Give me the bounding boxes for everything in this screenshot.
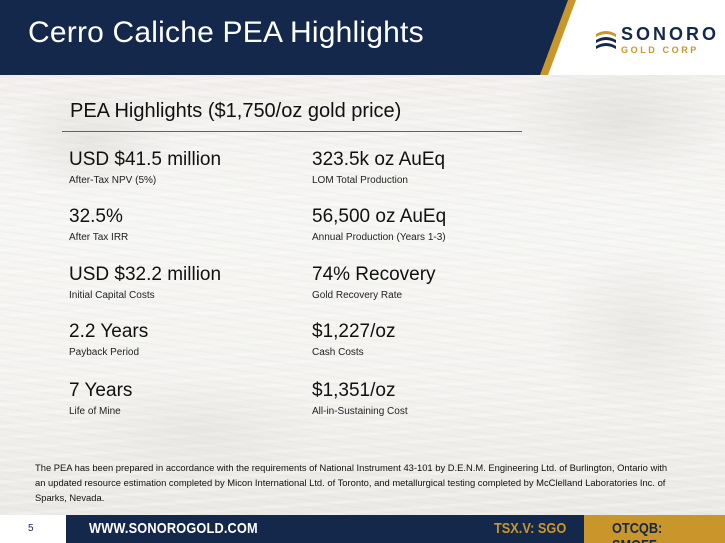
metric-value: 2.2 Years [69, 321, 149, 342]
logo-panel [540, 0, 725, 75]
page-number-box [0, 515, 66, 543]
tsx-ticker: TSX.V: SGO [494, 520, 567, 537]
metric-value: 32.5% [69, 206, 123, 227]
website-link[interactable]: WWW.SONOROGOLD.COM [89, 520, 258, 537]
metric-label: LOM Total Production [312, 175, 408, 186]
metric-label: After-Tax NPV (5%) [69, 175, 157, 186]
metric-label: Life of Mine [69, 406, 121, 417]
metric-life-of-mine: 7 Years Life of Mine [69, 380, 309, 417]
section-title: PEA Highlights ($1,750/oz gold price) [70, 100, 402, 122]
metric-payback: 2.2 Years Payback Period [69, 321, 309, 358]
otc-ticker-panel [584, 515, 725, 543]
metric-irr: 32.5% After Tax IRR [69, 206, 309, 243]
metric-label: Payback Period [69, 347, 140, 358]
metric-label: Gold Recovery Rate [312, 290, 403, 301]
metric-value: 74% Recovery [312, 264, 436, 285]
section-divider [62, 131, 522, 132]
sonoro-logo-icon [594, 28, 618, 55]
metric-recovery: 74% Recovery Gold Recovery Rate [312, 264, 552, 301]
metric-value: 56,500 oz AuEq [312, 206, 447, 227]
metric-value: $1,351/oz [312, 380, 396, 401]
metric-npv: USD $41.5 million After-Tax NPV (5%) [69, 149, 309, 186]
logo-wordmark: SONORO [621, 24, 720, 44]
metric-aisc: $1,351/oz All-in-Sustaining Cost [312, 380, 552, 417]
metric-value: 323.5k oz AuEq [312, 149, 446, 170]
metric-capex: USD $32.2 million Initial Capital Costs [69, 264, 309, 301]
metric-value: 7 Years [69, 380, 133, 401]
otc-ticker: OTCQB: SMOFF [612, 520, 663, 543]
metric-annual-production: 56,500 oz AuEq Annual Production (Years … [312, 206, 552, 243]
page-number: 5 [28, 523, 34, 534]
metric-label: Initial Capital Costs [69, 290, 155, 301]
metric-lom-production: 323.5k oz AuEq LOM Total Production [312, 149, 552, 186]
metric-label: Cash Costs [312, 347, 364, 358]
page-title: Cerro Caliche PEA Highlights [28, 16, 424, 49]
metric-label: Annual Production (Years 1-3) [312, 232, 446, 243]
metric-value: USD $41.5 million [69, 149, 222, 170]
logo-panel-shape [540, 0, 725, 75]
logo-subtitle: GOLD CORP [621, 45, 699, 55]
metric-label: All-in-Sustaining Cost [312, 406, 408, 417]
footnote-disclaimer: The PEA has been prepared in accordance … [35, 462, 668, 503]
metric-cash-costs: $1,227/oz Cash Costs [312, 321, 552, 358]
metric-label: After Tax IRR [69, 232, 129, 243]
metric-value: $1,227/oz [312, 321, 396, 342]
metric-value: USD $32.2 million [69, 264, 222, 285]
